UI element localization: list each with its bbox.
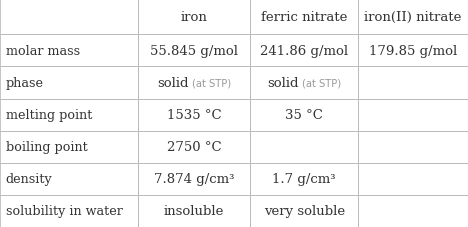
Text: iron(II) nitrate: iron(II) nitrate	[364, 11, 462, 24]
Bar	[250, 67, 358, 99]
Bar	[250, 163, 358, 195]
Bar	[0, 0, 138, 35]
Text: insoluble: insoluble	[164, 205, 225, 217]
Text: molar mass: molar mass	[6, 45, 80, 58]
Bar	[0, 195, 138, 227]
Text: density: density	[6, 173, 52, 185]
Bar	[358, 163, 468, 195]
Text: iron: iron	[181, 11, 208, 24]
Bar	[0, 163, 138, 195]
Text: 35 °C: 35 °C	[285, 109, 323, 122]
Bar	[138, 67, 250, 99]
Text: boiling point: boiling point	[6, 141, 88, 153]
Text: melting point: melting point	[6, 109, 92, 122]
Bar	[138, 35, 250, 67]
Bar	[0, 99, 138, 131]
Bar	[250, 35, 358, 67]
Text: 7.874 g/cm³: 7.874 g/cm³	[154, 173, 234, 185]
Bar	[138, 0, 250, 35]
Bar	[0, 131, 138, 163]
Bar	[358, 195, 468, 227]
Text: 241.86 g/mol: 241.86 g/mol	[260, 45, 348, 58]
Text: solid: solid	[157, 77, 189, 90]
Text: 1.7 g/cm³: 1.7 g/cm³	[272, 173, 336, 185]
Bar	[250, 195, 358, 227]
Bar	[138, 99, 250, 131]
Bar	[138, 163, 250, 195]
Text: solid: solid	[267, 77, 299, 90]
Bar	[138, 195, 250, 227]
Text: 179.85 g/mol: 179.85 g/mol	[369, 45, 457, 58]
Text: very soluble: very soluble	[263, 205, 345, 217]
Text: 55.845 g/mol: 55.845 g/mol	[150, 45, 238, 58]
Bar	[358, 131, 468, 163]
Bar	[0, 67, 138, 99]
Bar	[358, 67, 468, 99]
Bar	[358, 35, 468, 67]
Bar	[250, 99, 358, 131]
Text: ferric nitrate: ferric nitrate	[261, 11, 347, 24]
Text: 2750 °C: 2750 °C	[167, 141, 221, 153]
Bar	[250, 131, 358, 163]
Text: solubility in water: solubility in water	[6, 205, 123, 217]
Bar	[358, 0, 468, 35]
Text: phase: phase	[6, 77, 44, 90]
Bar	[358, 99, 468, 131]
Bar	[0, 35, 138, 67]
Text: 1535 °C: 1535 °C	[167, 109, 221, 122]
Text: (at STP): (at STP)	[302, 79, 342, 89]
Text: (at STP): (at STP)	[192, 79, 232, 89]
Bar	[250, 0, 358, 35]
Bar	[138, 131, 250, 163]
